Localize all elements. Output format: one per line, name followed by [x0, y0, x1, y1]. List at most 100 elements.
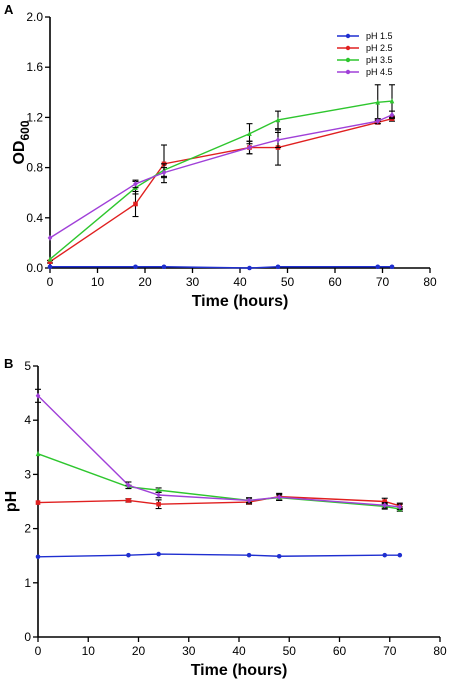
y-tick-label: 0.0: [26, 261, 43, 275]
y-tick-label: 0: [24, 630, 31, 644]
data-point: [382, 552, 388, 558]
data-point: [47, 259, 53, 265]
data-point: [47, 234, 53, 241]
data-point: [397, 504, 403, 510]
data-point: [382, 502, 388, 509]
series-ph-2-5: [35, 492, 403, 510]
data-point: [156, 487, 161, 493]
x-tick-label: 20: [132, 644, 146, 658]
series-line: [37, 395, 400, 508]
x-axis-label: Time (hours): [191, 662, 288, 679]
data-point: [246, 497, 252, 504]
x-tick-label: 40: [233, 275, 247, 289]
legend: pH 1.5 pH 2.5 pH 3.5 pH 4.5: [337, 31, 393, 77]
data-point: [47, 264, 53, 270]
data-point: [275, 264, 281, 270]
x-tick-label: 50: [283, 644, 297, 658]
x-tick-label: 0: [35, 644, 42, 658]
y-tick-label: 2.0: [26, 10, 43, 24]
x-tick-label: 70: [376, 275, 390, 289]
data-point: [247, 130, 252, 137]
data-point: [246, 552, 252, 558]
x-tick-label: 10: [82, 644, 96, 658]
data-point: [35, 392, 41, 399]
data-point: [126, 498, 131, 503]
x-tick-label: 30: [182, 644, 196, 658]
y-axis-label: pH: [3, 491, 20, 512]
data-point: [133, 201, 138, 207]
series-ph-4-5: [47, 110, 395, 241]
y-axis-label-main: pH: [3, 491, 20, 512]
y-tick-label: 0.8: [26, 161, 43, 175]
data-point: [161, 169, 167, 176]
legend-label: pH 3.5: [366, 55, 393, 65]
data-point: [126, 482, 131, 489]
series-ph-3-5: [47, 84, 395, 262]
x-tick-label: 40: [232, 644, 246, 658]
data-point: [161, 264, 167, 270]
y-tick-label: 5: [24, 359, 31, 373]
data-point: [156, 492, 161, 498]
series-ph-1-5: [47, 264, 395, 271]
data-point: [375, 264, 381, 270]
data-point: [276, 494, 282, 501]
y-tick-label: 3: [24, 467, 31, 481]
data-point: [382, 499, 388, 504]
x-tick-label: 50: [281, 275, 295, 289]
data-point: [397, 552, 403, 558]
legend-label: pH 4.5: [366, 67, 393, 77]
legend-marker: [345, 45, 351, 51]
series-ph-2-5: [47, 115, 395, 265]
series-line: [49, 117, 393, 263]
legend-marker: [345, 57, 351, 63]
series-line: [37, 553, 400, 558]
x-tick-label: 30: [186, 275, 200, 289]
x-tick-label: 10: [91, 275, 105, 289]
panel-label: B: [4, 356, 13, 371]
data-point: [156, 501, 161, 507]
data-point: [133, 264, 138, 270]
x-tick-label: 60: [328, 275, 342, 289]
series-line: [49, 114, 393, 239]
x-tick-label: 0: [47, 275, 54, 289]
legend-marker: [345, 33, 351, 39]
series-ph-4-5: [35, 388, 403, 511]
legend-marker: [345, 69, 351, 75]
data-point: [47, 256, 53, 262]
series-ph-1-5: [35, 551, 403, 560]
series-line: [49, 100, 393, 260]
data-point: [156, 551, 161, 557]
data-point: [275, 137, 281, 143]
data-point: [389, 264, 395, 270]
data-point: [35, 500, 41, 505]
data-point: [247, 265, 252, 271]
y-tick-label: 4: [24, 413, 31, 427]
data-point: [35, 554, 41, 560]
y-axis-label: OD600: [11, 120, 32, 164]
y-tick-label: 1: [24, 576, 31, 590]
data-point: [375, 118, 381, 125]
y-tick-label: 2: [24, 522, 31, 536]
y-axis-label-subscript: 600: [18, 120, 32, 140]
data-point: [389, 111, 395, 118]
data-point: [389, 98, 395, 104]
x-tick-label: 60: [333, 644, 347, 658]
legend-label: pH 2.5: [366, 43, 393, 53]
y-axis-label-main: OD: [11, 141, 28, 165]
x-tick-label: 80: [433, 644, 447, 658]
x-tick-label: 20: [138, 275, 152, 289]
legend-label: pH 1.5: [366, 31, 393, 41]
panel-a: A 0 10 20 30 40 50 60 70 80 0.0 0.4 0.8 1.2 1.6 2.0 Time…: [4, 2, 437, 310]
x-tick-label: 80: [423, 275, 437, 289]
data-point: [375, 99, 381, 105]
data-point: [133, 181, 138, 187]
x-tick-label: 70: [383, 644, 397, 658]
y-tick-label: 0.4: [26, 211, 43, 225]
panel-label: A: [4, 2, 14, 17]
data-point: [35, 450, 41, 457]
data-point: [247, 144, 252, 151]
panel-b: B 0 10 20 30 40 50 60 70 80 0 1 2 3 4 5 Time (hours) pH: [3, 356, 447, 679]
data-point: [276, 553, 282, 559]
y-tick-label: 1.2: [26, 110, 43, 124]
